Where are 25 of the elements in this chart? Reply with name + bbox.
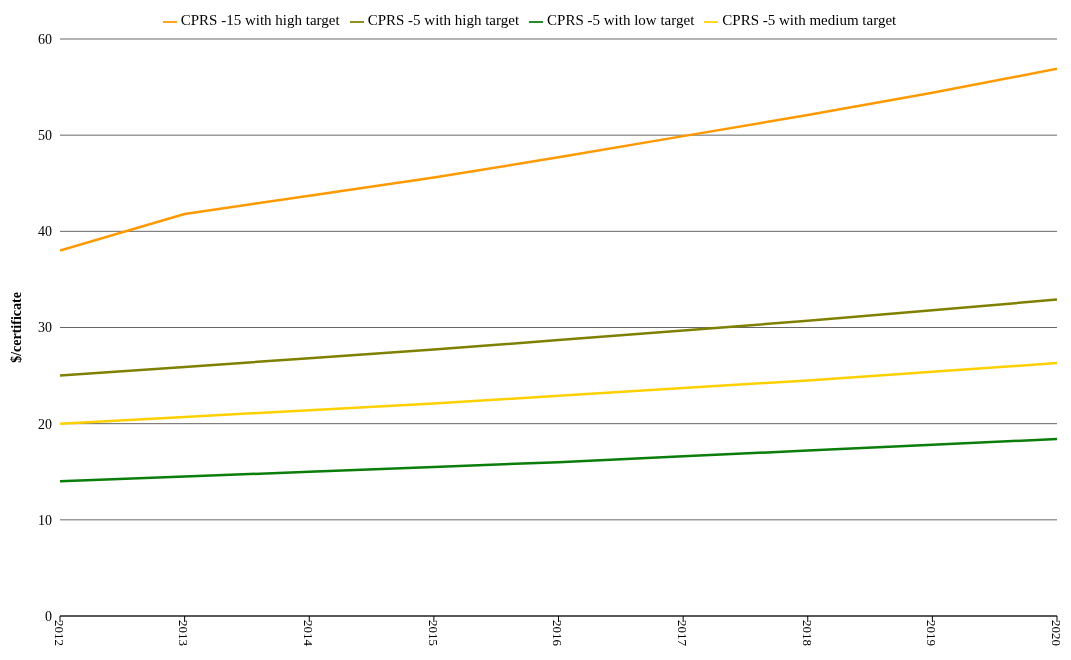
y-tick-label: 40 [38,224,52,240]
x-tick-label: 2018 [799,620,815,646]
y-tick-label: 60 [38,31,52,47]
x-tick-label: 2014 [301,620,317,647]
legend-label: CPRS -5 with high target [367,12,520,28]
y-tick-label: 10 [38,512,52,528]
y-tick-label: 0 [45,608,52,624]
legend-label: CPRS -5 with medium target [722,12,897,28]
x-tick-label: 2013 [176,620,192,646]
y-tick-label: 30 [38,320,52,336]
y-tick-label: 50 [38,128,52,144]
x-tick-label: 2015 [425,620,441,646]
line-series [60,67,1057,252]
x-tick-label: 2020 [1048,620,1064,646]
line-series [60,361,1057,425]
x-tick-label: 2019 [924,620,940,646]
legend-label: CPRS -5 with low target [547,12,695,28]
x-tick-label: 2012 [51,620,67,646]
x-tick-label: 2017 [674,620,690,647]
x-tick-label: 2016 [550,620,566,647]
y-tick-label: 20 [38,416,52,432]
y-axis-title: $/certificate [8,292,24,363]
legend-label: CPRS -15 with high target [180,12,340,28]
line-series [60,298,1057,377]
line-series [60,437,1057,483]
